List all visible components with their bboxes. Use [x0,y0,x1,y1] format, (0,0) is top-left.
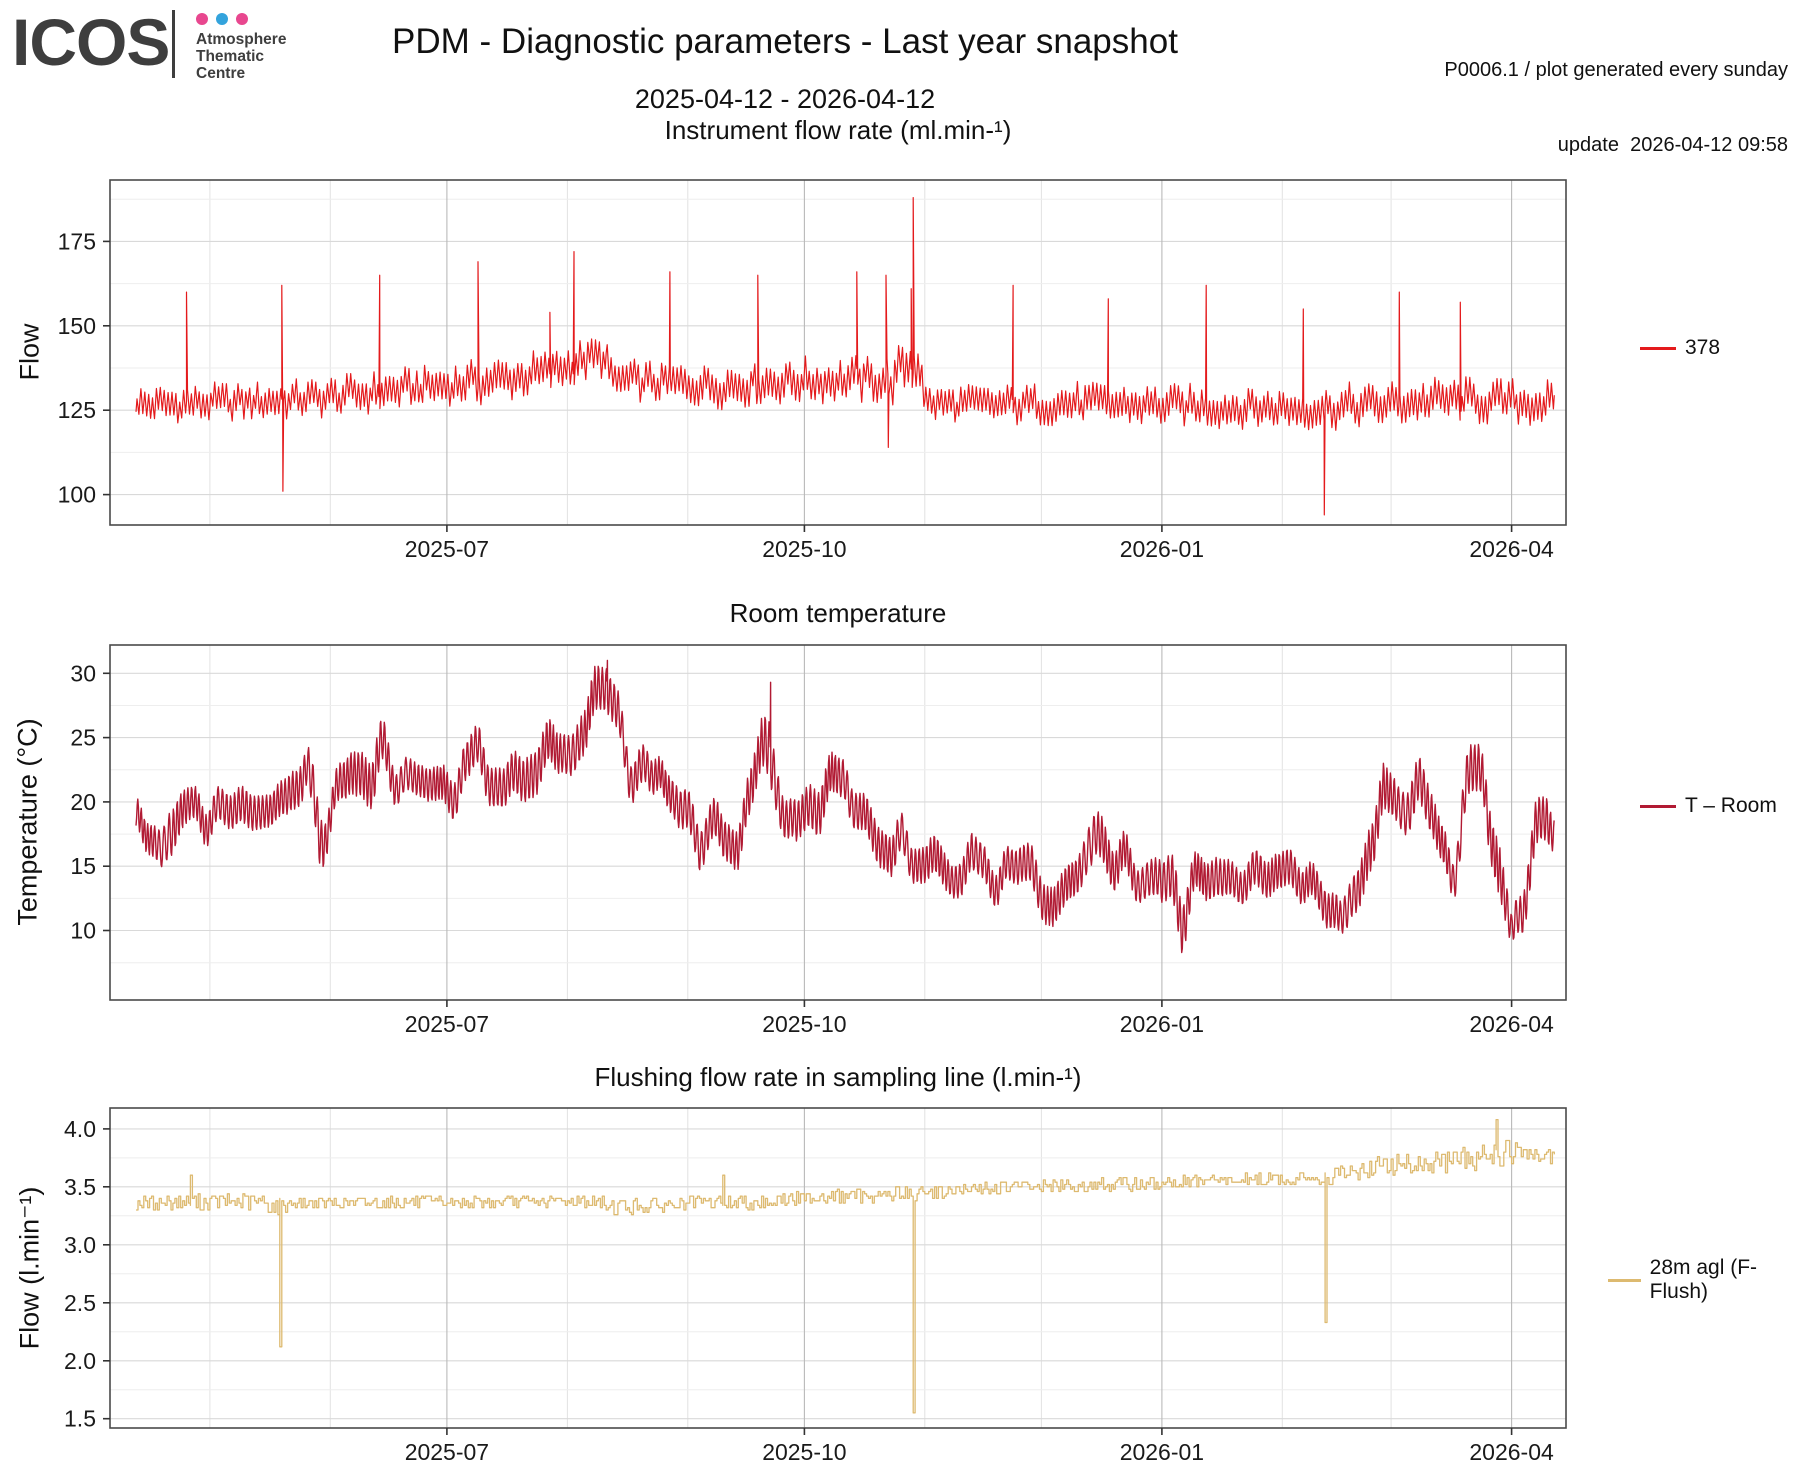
x-tick-label: 2025-07 [405,1011,489,1037]
x-tick-label: 2026-01 [1120,1011,1204,1037]
series-line [135,197,1555,516]
plot-panel [110,1108,1566,1428]
logo-dot-icon [216,13,228,25]
x-tick-label: 2026-01 [1120,536,1204,562]
panel-border [109,644,1567,1001]
y-tick-label: 2.0 [64,1348,96,1374]
legend-label: 378 [1685,336,1721,359]
y-tick-label: 15 [70,853,96,879]
chart1-legend: 378 [1640,336,1720,360]
legend-label: T – Room [1685,794,1777,817]
panel-border [109,179,1567,526]
y-tick-label: 2.5 [64,1290,96,1316]
y-tick-label: 125 [58,397,96,423]
y-tick-label: 175 [58,228,96,254]
y-tick-label: 1.5 [64,1406,96,1432]
y-tick-label: 100 [58,482,96,508]
chart2-title: Room temperature [729,598,947,628]
y-tick-label: 3.5 [64,1174,96,1200]
date-range-subtitle: 2025-04-12 - 2026-04-12 [634,84,936,114]
plot-panel [110,180,1566,525]
legend-label: 28m agl (F-Flush) [1649,1256,1758,1303]
page-title: PDM - Diagnostic parameters - Last year … [392,22,1178,61]
chart3-title: Flushing flow rate in sampling line (l.m… [594,1062,1082,1092]
x-tick-label: 2025-07 [405,536,489,562]
plot-id-line: P0006.1 / plot generated every sunday [1444,59,1788,81]
x-tick-label: 2026-04 [1469,1011,1554,1037]
x-tick-label: 2026-04 [1469,536,1554,562]
logo-dots-icon [196,13,248,25]
logo-dot-icon [196,13,208,25]
x-tick-label: 2026-01 [1120,1439,1204,1465]
chart3-legend: 28m agl (F-Flush) [1608,1256,1800,1304]
x-tick-label: 2025-10 [762,536,846,562]
series-line [136,1118,1555,1414]
legend-line-swatch [1640,804,1676,808]
y-tick-label: 20 [70,789,96,815]
y-tick-label: 4.0 [64,1116,96,1142]
plot-panel [110,645,1566,1000]
title-block: PDM - Diagnostic parameters - Last year … [90,22,1480,115]
panel-border [109,1107,1567,1429]
chart1-title: Instrument flow rate (ml.min-¹) [664,115,1012,145]
icos-logo: ICOS [12,5,170,79]
logo-divider [172,10,175,78]
update-timestamp: update 2026-04-12 09:58 [1557,134,1788,156]
y-tick-label: 150 [58,313,96,339]
legend-line-swatch [1608,1278,1641,1282]
y-tick-label: 10 [70,918,96,944]
x-tick-label: 2025-10 [762,1011,846,1037]
logo-subtitle: Atmosphere Thematic Centre [196,31,287,82]
series-line [135,659,1555,954]
x-tick-label: 2026-04 [1469,1439,1554,1465]
x-tick-label: 2025-10 [762,1439,846,1465]
legend-line-swatch [1640,346,1676,350]
plot-generation-info: P0006.1 / plot generated every sunday up… [1444,8,1788,183]
chart2-legend: T – Room [1640,794,1777,818]
y-tick-label: 25 [70,725,96,751]
x-tick-label: 2025-07 [405,1439,489,1465]
logo-dot-icon [236,13,248,25]
y-tick-label: 3.0 [64,1232,96,1258]
y-tick-label: 30 [70,660,96,686]
